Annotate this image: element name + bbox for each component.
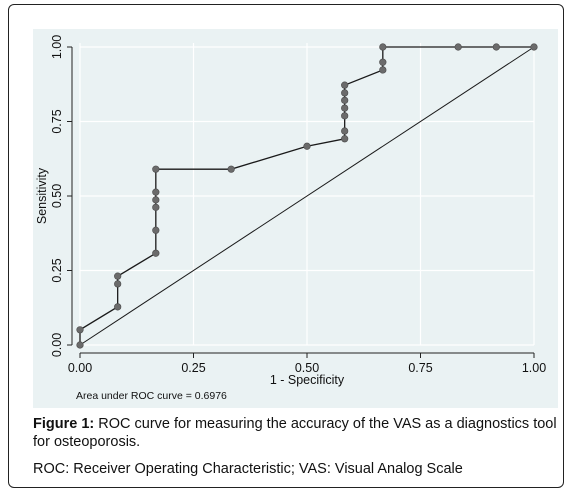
roc-point	[341, 127, 349, 135]
roc-point	[76, 341, 84, 349]
figure-caption: Figure 1: ROC curve for measuring the ac…	[33, 415, 563, 478]
roc-point	[114, 280, 122, 288]
roc-point	[303, 142, 311, 150]
roc-chart: 0.00 0.00 0.25 0.25 0.50 0.50 0.75 0.75 1.00 1.00…	[35, 35, 546, 402]
roc-point	[341, 104, 349, 112]
roc-point	[152, 165, 160, 173]
figure-label: Figure 1:	[33, 416, 95, 432]
reference-diagonal	[79, 46, 535, 346]
roc-point	[341, 81, 349, 89]
roc-point	[152, 188, 160, 196]
x-tick-label: 0.25	[181, 361, 205, 375]
plot-panel: 0.00 0.00 0.25 0.25 0.50 0.50 0.75 0.75 1.00 1.00…	[33, 29, 558, 408]
axes: 0.00 0.00 0.25 0.25 0.50 0.50 0.75 0.75 1.00 1.00	[50, 35, 546, 375]
reference-line	[79, 46, 535, 346]
chart-text: 1 - Specificity Sensitivity Area under R…	[35, 167, 345, 402]
roc-point	[379, 58, 387, 66]
roc-point	[152, 249, 160, 257]
roc-point	[114, 272, 122, 280]
roc-point	[379, 66, 387, 74]
x-tick-label: 0.75	[408, 361, 432, 375]
roc-point	[530, 43, 538, 51]
grid-lines	[79, 43, 535, 346]
x-tick-label: 0.50	[295, 361, 319, 375]
roc-point	[227, 165, 235, 173]
roc-point	[492, 43, 500, 51]
abbreviations-text: ROC: Receiver Operating Characteristic; …	[33, 461, 463, 477]
roc-point	[379, 43, 387, 51]
roc-markers	[76, 43, 538, 349]
y-tick-label: 0.50	[50, 184, 64, 208]
roc-point	[152, 196, 160, 204]
roc-point	[152, 226, 160, 234]
y-tick-label: 0.25	[50, 258, 64, 282]
y-tick-label: 0.75	[50, 109, 64, 133]
roc-point	[152, 203, 160, 211]
roc-point	[341, 112, 349, 120]
y-tick-label: 1.00	[50, 35, 64, 59]
x-tick-label: 0.00	[68, 361, 92, 375]
roc-point	[341, 89, 349, 97]
roc-point	[341, 135, 349, 143]
y-axis-label: Sensitivity	[35, 167, 49, 224]
figure-text: ROC curve for measuring the accuracy of …	[33, 416, 557, 450]
roc-point	[341, 96, 349, 104]
roc-point	[76, 326, 84, 334]
roc-point	[454, 43, 462, 51]
figure-frame: 0.00 0.00 0.25 0.25 0.50 0.50 0.75 0.75 1.00 1.00…	[8, 4, 564, 488]
x-axis-label: 1 - Specificity	[270, 373, 345, 387]
auc-annotation: Area under ROC curve = 0.6976	[76, 390, 227, 402]
y-tick-label: 0.00	[50, 333, 64, 357]
roc-point	[114, 303, 122, 311]
x-tick-label: 1.00	[522, 361, 546, 375]
